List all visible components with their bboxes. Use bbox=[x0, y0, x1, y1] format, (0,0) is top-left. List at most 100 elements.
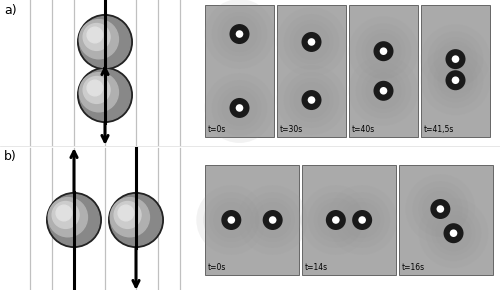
Circle shape bbox=[222, 16, 258, 52]
Circle shape bbox=[326, 210, 346, 230]
Circle shape bbox=[254, 202, 290, 238]
Circle shape bbox=[428, 31, 484, 87]
Circle shape bbox=[420, 24, 490, 94]
Circle shape bbox=[79, 20, 118, 59]
Circle shape bbox=[438, 62, 474, 98]
Circle shape bbox=[196, 185, 266, 255]
Circle shape bbox=[380, 47, 388, 55]
Circle shape bbox=[212, 6, 268, 62]
Circle shape bbox=[362, 69, 406, 113]
Circle shape bbox=[302, 32, 322, 52]
Circle shape bbox=[77, 14, 133, 70]
Circle shape bbox=[269, 216, 276, 224]
Circle shape bbox=[114, 202, 141, 229]
Circle shape bbox=[366, 73, 402, 109]
Circle shape bbox=[434, 58, 478, 102]
Circle shape bbox=[236, 104, 244, 112]
Circle shape bbox=[412, 181, 469, 237]
Circle shape bbox=[204, 0, 274, 69]
Circle shape bbox=[110, 195, 162, 245]
Circle shape bbox=[250, 198, 294, 242]
Text: t=16s: t=16s bbox=[402, 263, 425, 272]
Bar bbox=[399, 165, 493, 275]
Circle shape bbox=[426, 205, 482, 261]
Circle shape bbox=[348, 16, 418, 86]
Circle shape bbox=[294, 24, 330, 60]
Circle shape bbox=[87, 80, 103, 96]
Circle shape bbox=[444, 223, 464, 243]
Circle shape bbox=[230, 98, 250, 118]
Circle shape bbox=[276, 7, 346, 77]
Circle shape bbox=[46, 192, 102, 248]
Circle shape bbox=[110, 197, 150, 237]
Text: t=0s: t=0s bbox=[208, 263, 227, 272]
Bar bbox=[302, 165, 396, 275]
Circle shape bbox=[284, 72, 340, 128]
Circle shape bbox=[362, 29, 406, 73]
Circle shape bbox=[332, 216, 340, 224]
Circle shape bbox=[308, 192, 364, 248]
Circle shape bbox=[428, 52, 484, 108]
Circle shape bbox=[52, 202, 79, 229]
Circle shape bbox=[308, 38, 316, 46]
Circle shape bbox=[83, 77, 110, 104]
Circle shape bbox=[446, 49, 466, 69]
Circle shape bbox=[290, 78, 334, 122]
Circle shape bbox=[48, 195, 100, 245]
Circle shape bbox=[212, 80, 268, 136]
Text: a): a) bbox=[4, 4, 16, 17]
Circle shape bbox=[80, 70, 130, 120]
Circle shape bbox=[294, 82, 330, 118]
Circle shape bbox=[432, 211, 476, 255]
Circle shape bbox=[438, 41, 474, 77]
Circle shape bbox=[356, 23, 412, 79]
Text: b): b) bbox=[4, 150, 17, 163]
Circle shape bbox=[436, 205, 444, 213]
Circle shape bbox=[210, 198, 254, 242]
Circle shape bbox=[327, 185, 397, 255]
Circle shape bbox=[418, 187, 463, 231]
Circle shape bbox=[290, 20, 334, 64]
Circle shape bbox=[352, 210, 372, 230]
Circle shape bbox=[56, 205, 72, 221]
Bar bbox=[277, 5, 346, 137]
Circle shape bbox=[418, 198, 488, 268]
Circle shape bbox=[366, 33, 402, 69]
Circle shape bbox=[79, 72, 118, 112]
Circle shape bbox=[301, 185, 371, 255]
Circle shape bbox=[334, 192, 390, 248]
Circle shape bbox=[344, 202, 380, 238]
Circle shape bbox=[356, 63, 412, 119]
Circle shape bbox=[204, 192, 260, 248]
Text: t=0s: t=0s bbox=[208, 125, 227, 134]
Bar bbox=[205, 5, 274, 137]
Circle shape bbox=[262, 210, 282, 230]
Circle shape bbox=[446, 70, 466, 90]
Text: t=41,5s: t=41,5s bbox=[424, 125, 454, 134]
Circle shape bbox=[87, 27, 103, 43]
Circle shape bbox=[238, 185, 308, 255]
Circle shape bbox=[218, 86, 262, 130]
Bar bbox=[349, 5, 418, 137]
Text: t=40s: t=40s bbox=[352, 125, 375, 134]
Circle shape bbox=[276, 65, 346, 135]
Circle shape bbox=[450, 229, 458, 237]
Circle shape bbox=[204, 73, 274, 143]
Circle shape bbox=[222, 210, 242, 230]
Text: t=14s: t=14s bbox=[305, 263, 328, 272]
Circle shape bbox=[118, 205, 134, 221]
Circle shape bbox=[318, 202, 354, 238]
Circle shape bbox=[452, 55, 460, 63]
Circle shape bbox=[218, 12, 262, 56]
Circle shape bbox=[374, 41, 394, 61]
Circle shape bbox=[348, 56, 418, 126]
Circle shape bbox=[420, 45, 490, 115]
Circle shape bbox=[83, 23, 110, 50]
Circle shape bbox=[284, 14, 340, 70]
Bar bbox=[205, 165, 299, 275]
Circle shape bbox=[244, 192, 300, 248]
Circle shape bbox=[380, 87, 388, 95]
Circle shape bbox=[308, 96, 316, 104]
Bar bbox=[421, 5, 490, 137]
Circle shape bbox=[436, 215, 472, 251]
